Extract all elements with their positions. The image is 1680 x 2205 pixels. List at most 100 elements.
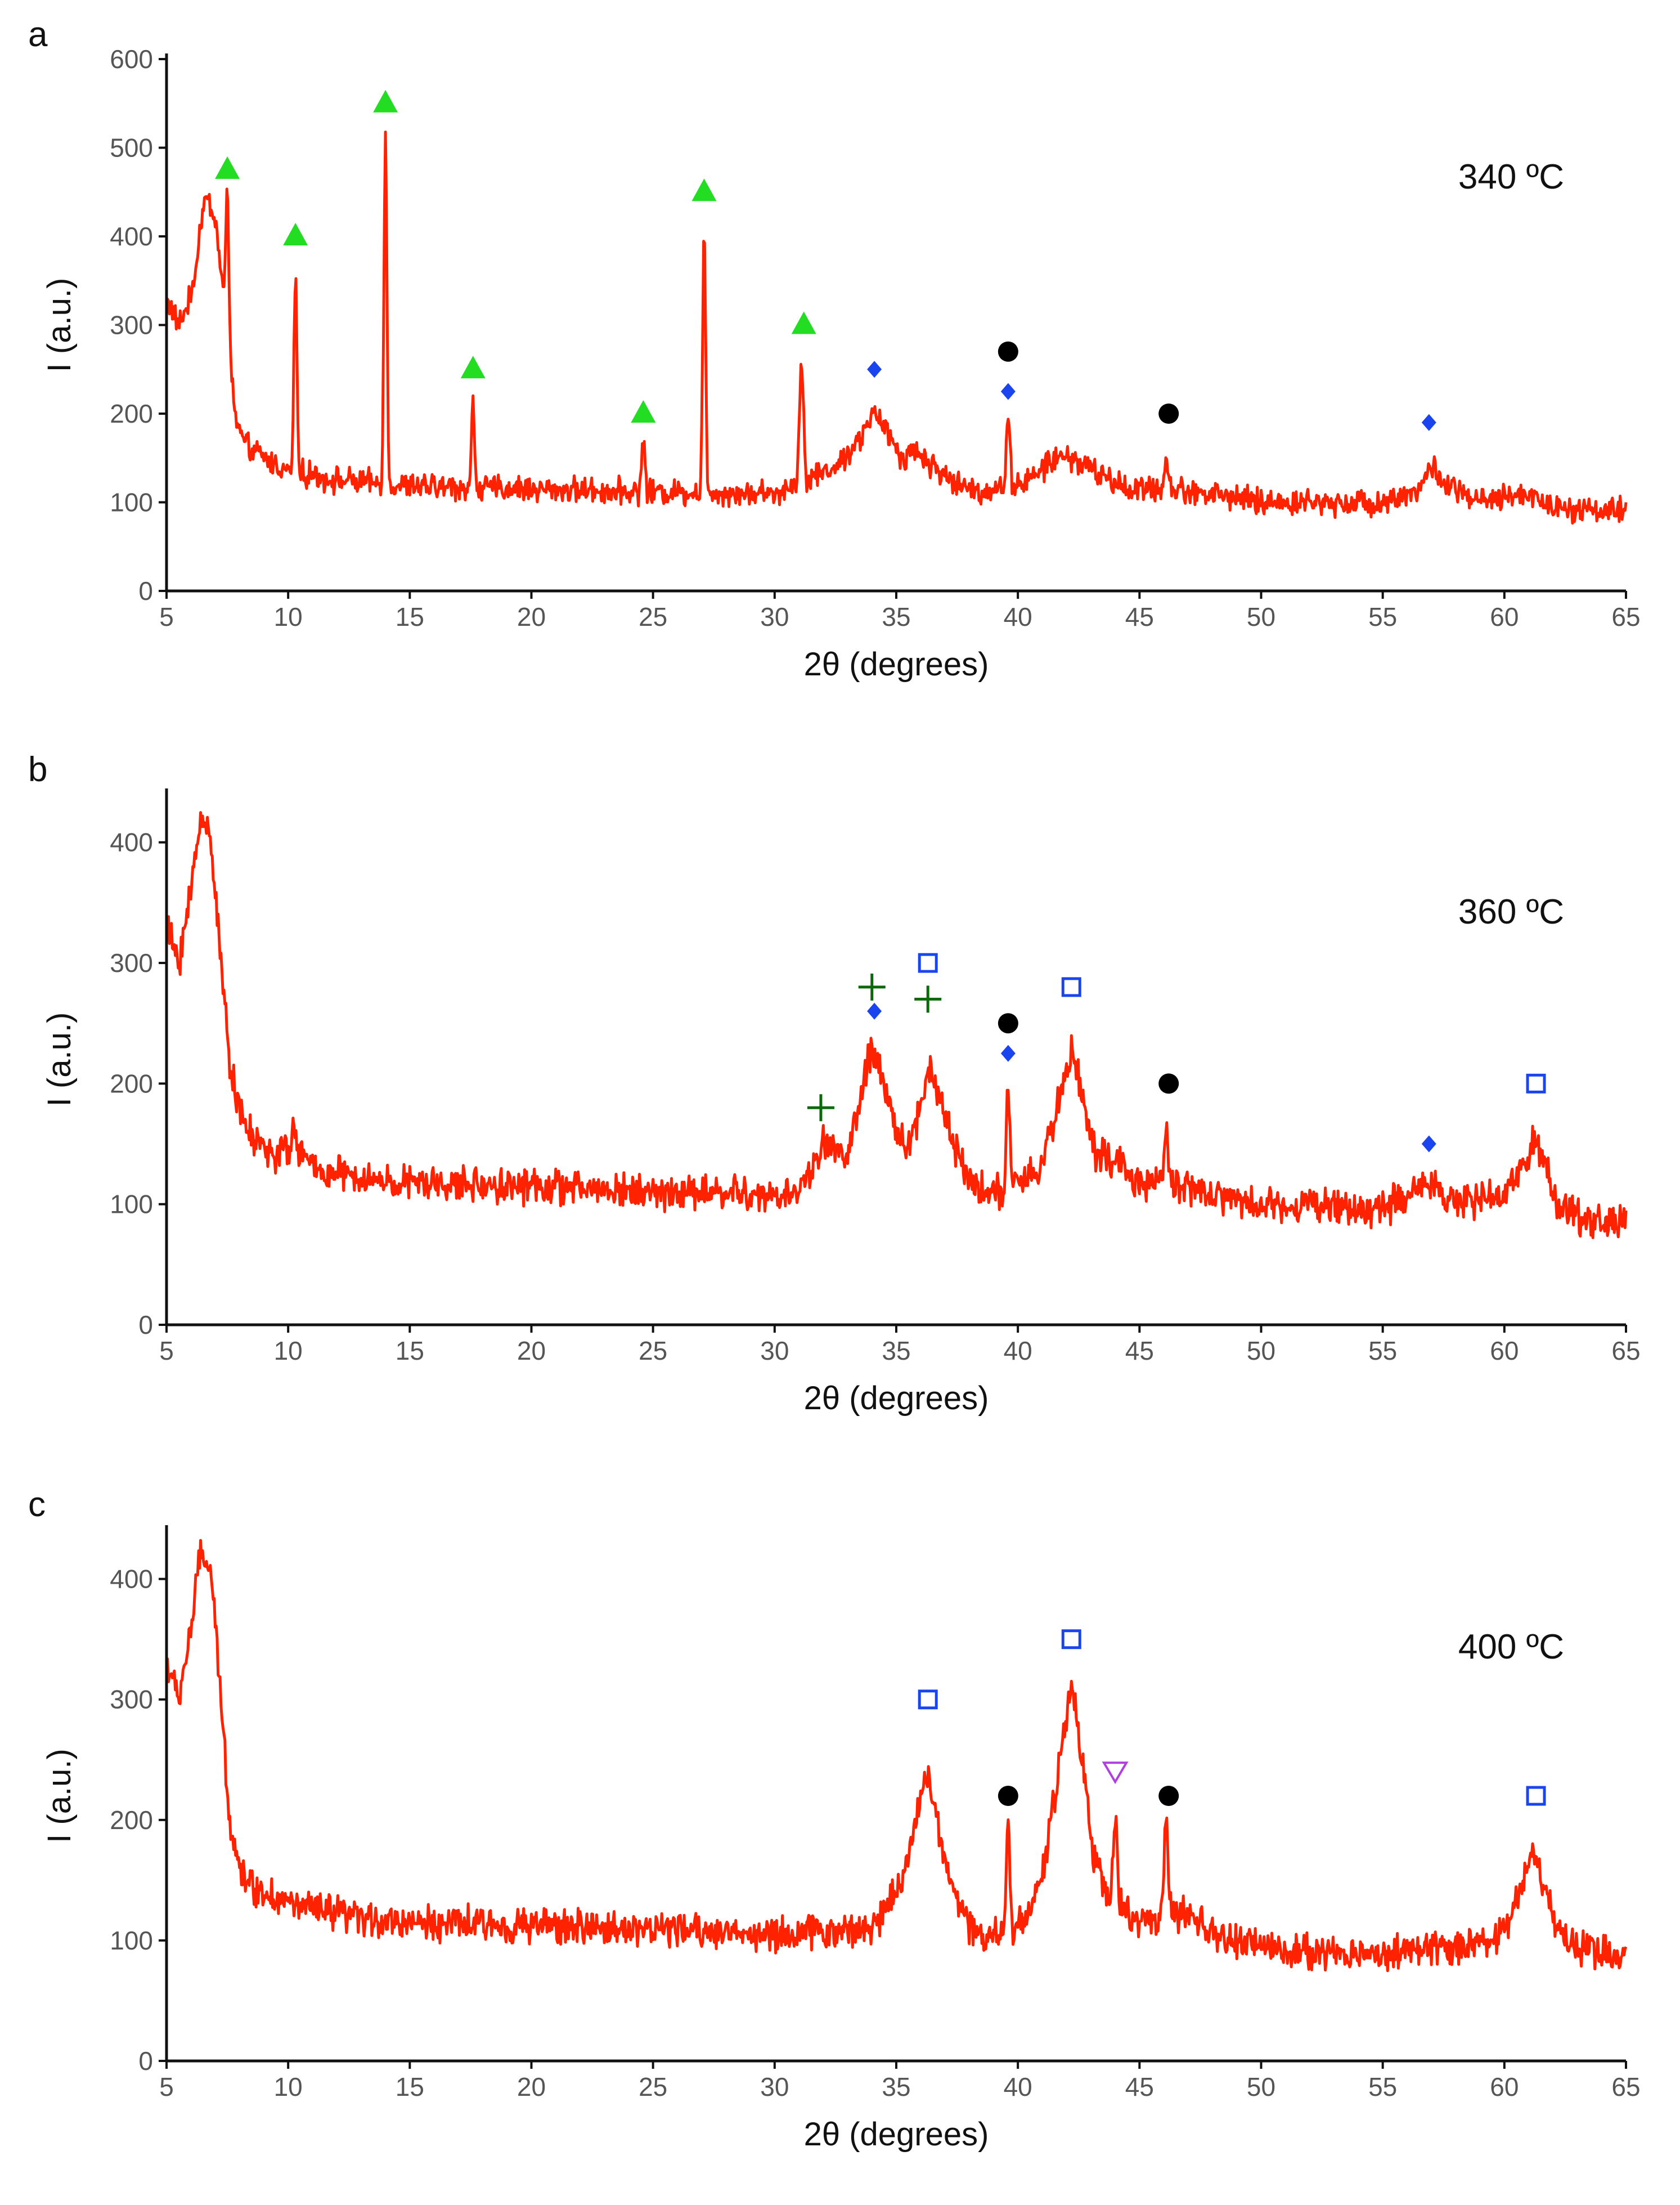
x-axis-title: 2θ (degrees) xyxy=(804,646,989,683)
blue-diamond-marker xyxy=(1421,414,1436,431)
panel-letter: b xyxy=(28,750,47,789)
blue-square-marker xyxy=(1061,1629,1081,1650)
temperature-label: 400 ºC xyxy=(1458,1628,1564,1666)
x-tick-label: 25 xyxy=(639,2072,667,2101)
y-tick-label: 100 xyxy=(110,488,153,517)
panel-letter: a xyxy=(28,15,48,54)
x-tick-label: 25 xyxy=(639,1336,667,1365)
blue-diamond-marker xyxy=(867,1002,882,1020)
y-tick-label: 0 xyxy=(138,1310,153,1339)
y-tick-label: 300 xyxy=(110,1685,153,1714)
green-plus-marker xyxy=(807,1094,834,1122)
panel-c: c 5 10 15 20 25 30 35 40 45 50 55 60 65 0 100 200 300 400 2… xyxy=(0,1470,1680,2205)
green-triangle-marker xyxy=(373,89,398,113)
xrd-trace xyxy=(165,811,1628,1239)
x-tick-label: 50 xyxy=(1247,2072,1275,2101)
x-tick-label: 60 xyxy=(1490,1336,1519,1365)
x-tick-label: 15 xyxy=(396,1336,424,1365)
x-tick-label: 10 xyxy=(274,2072,303,2101)
blue-square-marker xyxy=(1526,1786,1546,1806)
x-axis-title: 2θ (degrees) xyxy=(804,2116,989,2153)
x-tick-label: 45 xyxy=(1125,2072,1154,2101)
x-tick-label: 50 xyxy=(1247,1336,1275,1365)
x-tick-label: 25 xyxy=(639,602,667,631)
blue-diamond-marker xyxy=(867,361,882,378)
x-tick-label: 40 xyxy=(1004,602,1032,631)
blue-square-marker xyxy=(918,1689,938,1710)
green-triangle-marker xyxy=(791,311,816,334)
panel-a: a 5 10 15 20 25 30 35 40 45 50 55 60 65 0 100 200 300 400 5… xyxy=(0,0,1680,735)
x-tick-label: 20 xyxy=(517,2072,546,2101)
green-plus-marker xyxy=(914,985,942,1013)
x-tick-label: 45 xyxy=(1125,602,1154,631)
xrd-trace xyxy=(165,1539,1628,1973)
y-tick-label: 100 xyxy=(110,1190,153,1219)
xrd-chart-340: a 5 10 15 20 25 30 35 40 45 50 55 60 65 0 100 200 300 400 5… xyxy=(28,15,1641,683)
x-tick-label: 35 xyxy=(882,602,910,631)
blue-diamond-marker xyxy=(1421,1135,1436,1153)
temperature-label: 340 ºC xyxy=(1458,158,1564,196)
y-tick-label: 0 xyxy=(138,2046,153,2076)
blue-square-marker xyxy=(1526,1073,1546,1093)
green-triangle-marker xyxy=(215,156,240,179)
x-tick-label: 10 xyxy=(274,1336,303,1365)
x-tick-label: 30 xyxy=(760,1336,789,1365)
x-tick-label: 35 xyxy=(882,2072,910,2101)
y-tick-label: 200 xyxy=(110,1805,153,1835)
temperature-label: 360 ºC xyxy=(1458,893,1564,931)
y-tick-label: 600 xyxy=(110,44,153,74)
x-tick-label: 35 xyxy=(882,1336,910,1365)
x-tick-label: 30 xyxy=(760,2072,789,2101)
x-tick-label: 65 xyxy=(1611,602,1640,631)
xrd-trace xyxy=(165,131,1628,525)
x-tick-label: 10 xyxy=(274,602,303,631)
x-tick-label: 15 xyxy=(396,602,424,631)
x-tick-label: 55 xyxy=(1368,2072,1397,2101)
x-tick-label: 60 xyxy=(1490,602,1519,631)
green-triangle-marker xyxy=(460,356,486,379)
x-tick-label: 65 xyxy=(1611,1336,1640,1365)
blue-square-marker xyxy=(1061,977,1081,997)
x-tick-label: 40 xyxy=(1004,2072,1032,2101)
x-tick-label: 5 xyxy=(159,1336,174,1365)
x-tick-label: 50 xyxy=(1247,602,1275,631)
x-tick-label: 60 xyxy=(1490,2072,1519,2101)
y-tick-label: 100 xyxy=(110,1926,153,1955)
black-circle-marker xyxy=(1158,404,1179,424)
xrd-chart-400: c 5 10 15 20 25 30 35 40 45 50 55 60 65 0 100 200 300 400 2… xyxy=(28,1485,1641,2153)
y-tick-label: 200 xyxy=(110,1069,153,1098)
y-tick-label: 300 xyxy=(110,311,153,340)
x-tick-label: 40 xyxy=(1004,1336,1032,1365)
panel-b: b 5 10 15 20 25 30 35 40 45 50 55 60 65 0 100 200 300 400 2… xyxy=(0,735,1680,1470)
y-tick-label: 200 xyxy=(110,399,153,428)
x-tick-label: 65 xyxy=(1611,2072,1640,2101)
y-tick-label: 400 xyxy=(110,1565,153,1594)
blue-diamond-marker xyxy=(1000,1045,1016,1062)
y-tick-label: 500 xyxy=(110,133,153,163)
x-tick-label: 15 xyxy=(396,2072,424,2101)
black-circle-marker xyxy=(998,1013,1018,1034)
green-triangle-marker xyxy=(283,223,308,245)
y-axis-title: I (a.u.) xyxy=(41,1749,78,1843)
y-tick-label: 400 xyxy=(110,828,153,857)
x-axis-title: 2θ (degrees) xyxy=(804,1380,989,1417)
xrd-chart-360: b 5 10 15 20 25 30 35 40 45 50 55 60 65 0 100 200 300 400 2… xyxy=(28,750,1641,1417)
x-tick-label: 55 xyxy=(1368,1336,1397,1365)
x-tick-label: 30 xyxy=(760,602,789,631)
y-tick-label: 300 xyxy=(110,948,153,978)
panel-letter: c xyxy=(28,1485,46,1524)
x-tick-label: 5 xyxy=(159,602,174,631)
green-triangle-marker xyxy=(631,400,656,423)
black-circle-marker xyxy=(998,1786,1018,1806)
y-tick-label: 400 xyxy=(110,222,153,251)
x-tick-label: 20 xyxy=(517,602,546,631)
x-tick-label: 5 xyxy=(159,2072,174,2101)
black-circle-marker xyxy=(998,341,1018,362)
black-circle-marker xyxy=(1158,1786,1179,1806)
x-tick-label: 45 xyxy=(1125,1336,1154,1365)
y-tick-label: 0 xyxy=(138,576,153,606)
purple-inverted-triangle-marker xyxy=(1102,1762,1129,1785)
x-tick-label: 55 xyxy=(1368,602,1397,631)
green-plus-marker xyxy=(858,973,886,1001)
x-tick-label: 20 xyxy=(517,1336,546,1365)
